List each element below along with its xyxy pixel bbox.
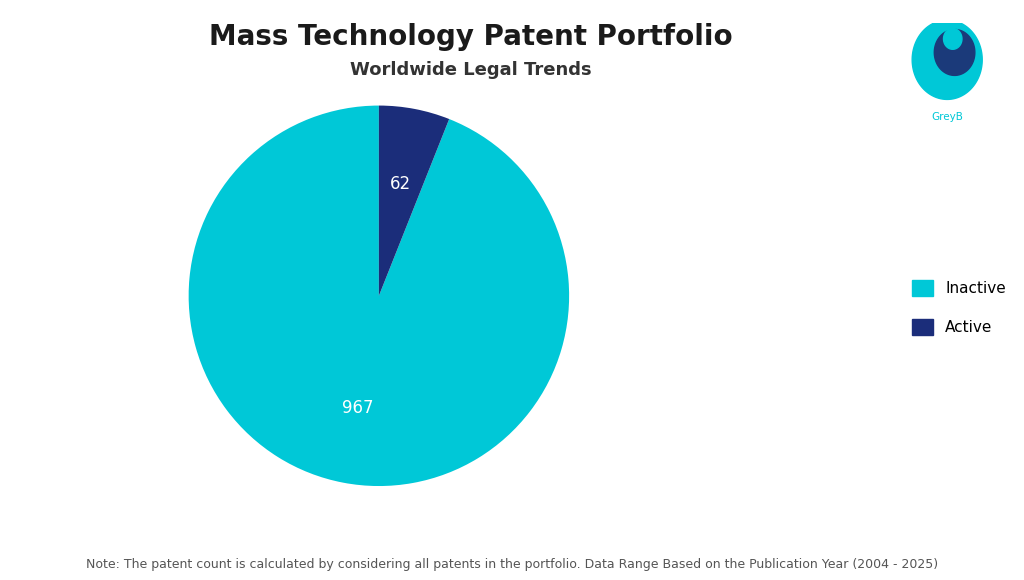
Text: 967: 967	[342, 399, 373, 417]
Wedge shape	[379, 106, 450, 296]
Polygon shape	[943, 28, 962, 49]
Legend: Inactive, Active: Inactive, Active	[911, 280, 1007, 335]
Wedge shape	[188, 106, 569, 486]
Polygon shape	[934, 30, 975, 75]
Text: Worldwide Legal Trends: Worldwide Legal Trends	[350, 61, 592, 79]
Text: 62: 62	[390, 175, 411, 193]
Text: GreyB: GreyB	[931, 113, 964, 122]
Text: Mass Technology Patent Portfolio: Mass Technology Patent Portfolio	[209, 23, 733, 51]
Polygon shape	[912, 20, 982, 99]
Text: Note: The patent count is calculated by considering all patents in the portfolio: Note: The patent count is calculated by …	[86, 559, 938, 571]
